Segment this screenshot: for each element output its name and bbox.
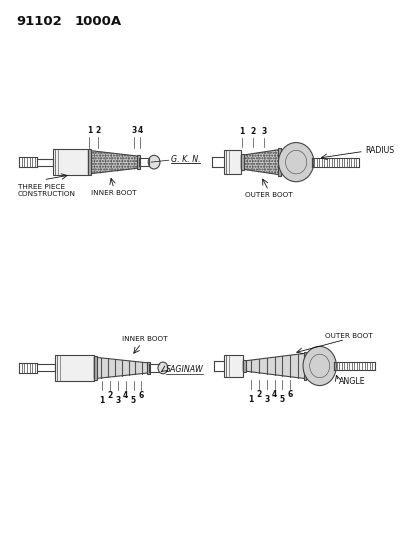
Text: OUTER BOOT: OUTER BOOT [244,191,292,198]
Text: 6: 6 [138,391,144,400]
Bar [53,149,88,175]
Text: 2: 2 [107,391,112,400]
Text: 2: 2 [256,391,261,399]
Ellipse shape [278,142,313,182]
Text: 4: 4 [138,126,142,135]
Text: RADIUS: RADIUS [364,146,393,155]
Text: 1: 1 [87,126,92,135]
Text: 3: 3 [132,126,137,135]
Text: 2: 2 [95,126,101,135]
Text: 4: 4 [123,391,128,400]
Bar [223,355,243,377]
Text: 3: 3 [263,395,269,405]
Bar [94,356,97,379]
Text: 91102: 91102 [16,15,62,28]
Text: 4: 4 [271,391,277,399]
Polygon shape [94,357,149,378]
Bar [146,362,150,374]
Text: 2: 2 [250,127,255,136]
Bar [240,155,243,170]
Ellipse shape [302,346,335,385]
Text: THREE PIECE
CONSTRUCTION: THREE PIECE CONSTRUCTION [18,184,76,197]
Text: SAGINAW: SAGINAW [166,366,203,374]
Text: 1000A: 1000A [74,15,121,28]
Polygon shape [88,150,139,174]
Bar [137,155,140,169]
Text: 3: 3 [261,127,266,136]
Text: INNER BOOT: INNER BOOT [91,190,136,196]
Text: INNER BOOT: INNER BOOT [121,336,166,342]
Text: 5: 5 [279,395,284,405]
Polygon shape [241,149,280,175]
Text: 6: 6 [287,391,292,399]
Text: ANGLE: ANGLE [339,377,365,386]
Text: 1: 1 [239,127,244,136]
Bar [242,360,245,372]
Text: 1: 1 [248,395,253,405]
Text: G. K. N.: G. K. N. [170,155,200,164]
Bar [55,355,94,381]
Text: 5: 5 [131,397,136,405]
Text: 3: 3 [115,397,120,405]
Ellipse shape [148,155,159,169]
Text: 1: 1 [99,397,104,405]
Text: OUTER BOOT: OUTER BOOT [325,333,372,338]
Bar [303,352,306,379]
Polygon shape [243,353,305,378]
Bar [278,148,280,176]
Ellipse shape [158,362,167,374]
Bar [88,149,91,175]
Bar [223,150,241,174]
